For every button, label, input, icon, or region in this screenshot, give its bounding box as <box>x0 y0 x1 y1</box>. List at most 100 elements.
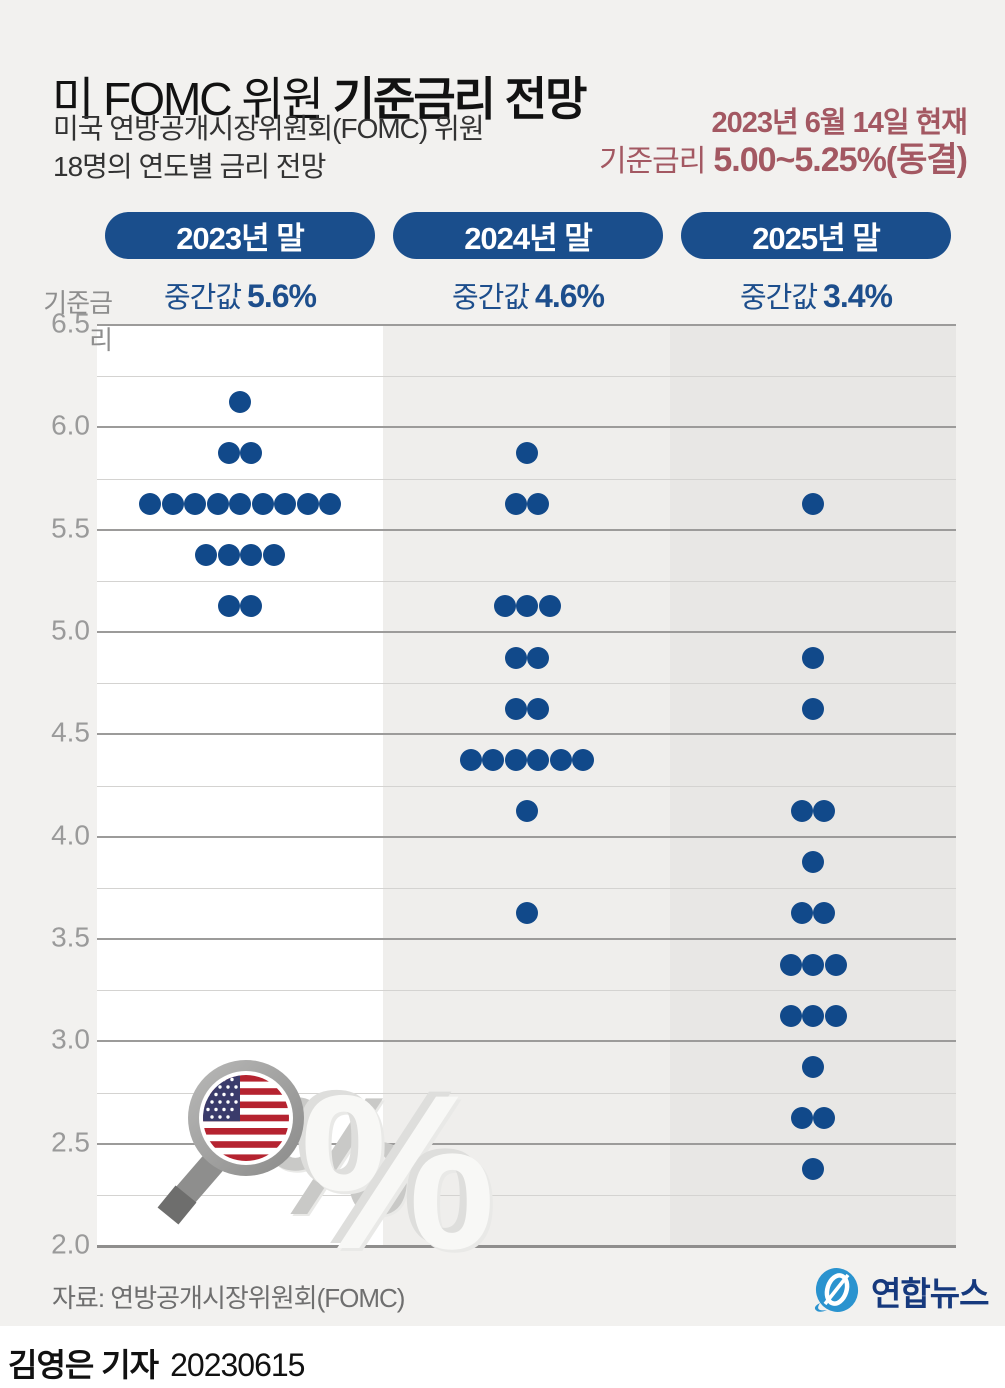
projection-dot <box>504 748 527 771</box>
projection-dot <box>206 493 229 516</box>
projection-dot <box>790 1107 813 1130</box>
gridline-3.00 <box>97 1040 956 1043</box>
projection-dot <box>813 800 836 823</box>
projection-dot <box>538 595 561 618</box>
projection-dot <box>319 493 341 516</box>
gridline-3.50 <box>97 938 956 940</box>
yonhap-logo-icon <box>814 1268 859 1312</box>
gridline-4.75 <box>97 683 956 685</box>
gridline-4.00 <box>97 835 956 838</box>
projection-dot <box>516 595 538 618</box>
projection-dot <box>240 595 263 618</box>
projection-dot <box>184 493 206 516</box>
year-pill-2: 2024년 말 <box>393 212 663 259</box>
projection-dot <box>813 902 836 925</box>
projection-dot <box>802 646 824 669</box>
byline: 김영은 기자 20230615 <box>8 1340 305 1386</box>
y-tick-3.0: 3.0 <box>51 1024 90 1056</box>
projection-dot <box>482 748 505 771</box>
projection-dot <box>274 493 296 516</box>
byline-author: 김영은 기자 <box>8 1347 159 1383</box>
projection-dot <box>527 697 550 720</box>
y-tick-4.0: 4.0 <box>51 819 90 851</box>
gridline-5.25 <box>97 580 956 582</box>
median-word: 중간값 <box>164 282 242 314</box>
byline-date: 20230615 <box>170 1347 305 1383</box>
subtitle-line-2: 18명의 연도별 금리 전망 <box>53 151 326 182</box>
projection-dot <box>516 800 538 823</box>
projection-dot <box>802 1055 824 1078</box>
projection-dot <box>493 595 516 618</box>
projection-dot <box>459 748 482 771</box>
y-tick-5.5: 5.5 <box>51 512 90 544</box>
y-tick-6.0: 6.0 <box>51 410 90 442</box>
current-rate-status: 2023년 6월 14일 현재 기준금리 5.00~5.25%(동결) <box>599 106 968 182</box>
median-label-3: 중간값 3.4% <box>681 274 951 316</box>
page-title: 미 FOMC 위원 기준금리 전망 <box>52 63 587 129</box>
median-value: 3.4% <box>823 278 893 314</box>
year-pill-3: 2025년 말 <box>681 212 951 259</box>
projection-dot <box>296 493 319 516</box>
gridline-6.00 <box>97 426 956 429</box>
projection-dot <box>572 748 595 771</box>
projection-dot <box>229 390 251 413</box>
projection-dot <box>779 953 802 976</box>
page-title-regular: 미 FOMC 위원 <box>52 72 333 125</box>
projection-dot <box>262 544 285 567</box>
projection-dot <box>217 595 240 618</box>
y-tick-5.0: 5.0 <box>51 614 90 646</box>
projection-dot <box>161 493 184 516</box>
median-label-2: 중간값 4.6% <box>393 274 663 316</box>
median-value: 5.6% <box>247 278 317 314</box>
projection-dot <box>824 1004 847 1027</box>
gridline-2.25 <box>97 1194 956 1196</box>
projection-dot <box>790 800 813 823</box>
median-word: 중간값 <box>740 282 818 314</box>
projection-dot <box>813 1107 836 1130</box>
projection-dot <box>217 441 240 464</box>
projection-dot <box>516 441 538 464</box>
gridline-2.00 <box>97 1245 956 1248</box>
projection-dot <box>139 493 161 516</box>
y-axis-title: 기준금리 <box>43 288 113 355</box>
projection-dot <box>527 646 550 669</box>
projection-dot <box>527 748 550 771</box>
gridline-6.50 <box>97 324 956 326</box>
gridline-5.00 <box>97 631 956 633</box>
as-of-date: 2023년 6월 14일 현재 <box>711 107 968 139</box>
gridline-3.75 <box>97 887 956 889</box>
gridline-6.25 <box>97 376 956 378</box>
infographic-card: 미 FOMC 위원 기준금리 전망 미국 연방공개시장위원회(FOMC) 위원 … <box>0 0 1005 1326</box>
gridline-2.75 <box>97 1092 956 1094</box>
gridline-4.25 <box>97 785 956 787</box>
median-label-1: 중간값 5.6% <box>105 274 375 316</box>
projection-dot <box>504 697 527 720</box>
projection-dot <box>516 902 538 925</box>
gridline-4.50 <box>97 733 956 736</box>
projection-dot <box>779 1004 802 1027</box>
gridline-5.50 <box>97 528 956 531</box>
projection-dot <box>527 493 550 516</box>
projection-dot <box>802 493 824 516</box>
y-tick-4.5: 4.5 <box>51 717 90 749</box>
projection-dot <box>251 493 274 516</box>
projection-dot <box>802 697 824 720</box>
current-rate-value: 5.00~5.25%(동결) <box>713 141 968 179</box>
gridline-5.75 <box>97 478 956 480</box>
projection-dot <box>549 748 572 771</box>
y-tick-2.5: 2.5 <box>51 1126 90 1158</box>
median-value: 4.6% <box>535 278 605 314</box>
percent-symbol-front: % <box>300 1049 496 1295</box>
current-rate: 기준금리 5.00~5.25%(동결) <box>599 140 968 182</box>
median-word: 중간값 <box>452 282 530 314</box>
yonhap-logo: 연합뉴스 <box>812 1266 989 1316</box>
gridline-3.25 <box>97 990 956 992</box>
projection-dot <box>802 1004 824 1027</box>
y-tick-3.5: 3.5 <box>51 921 90 953</box>
projection-dot <box>824 953 847 976</box>
projection-dot <box>504 646 527 669</box>
projection-dot <box>217 544 240 567</box>
y-tick-2.0: 2.0 <box>51 1228 90 1260</box>
projection-dot <box>195 544 218 567</box>
